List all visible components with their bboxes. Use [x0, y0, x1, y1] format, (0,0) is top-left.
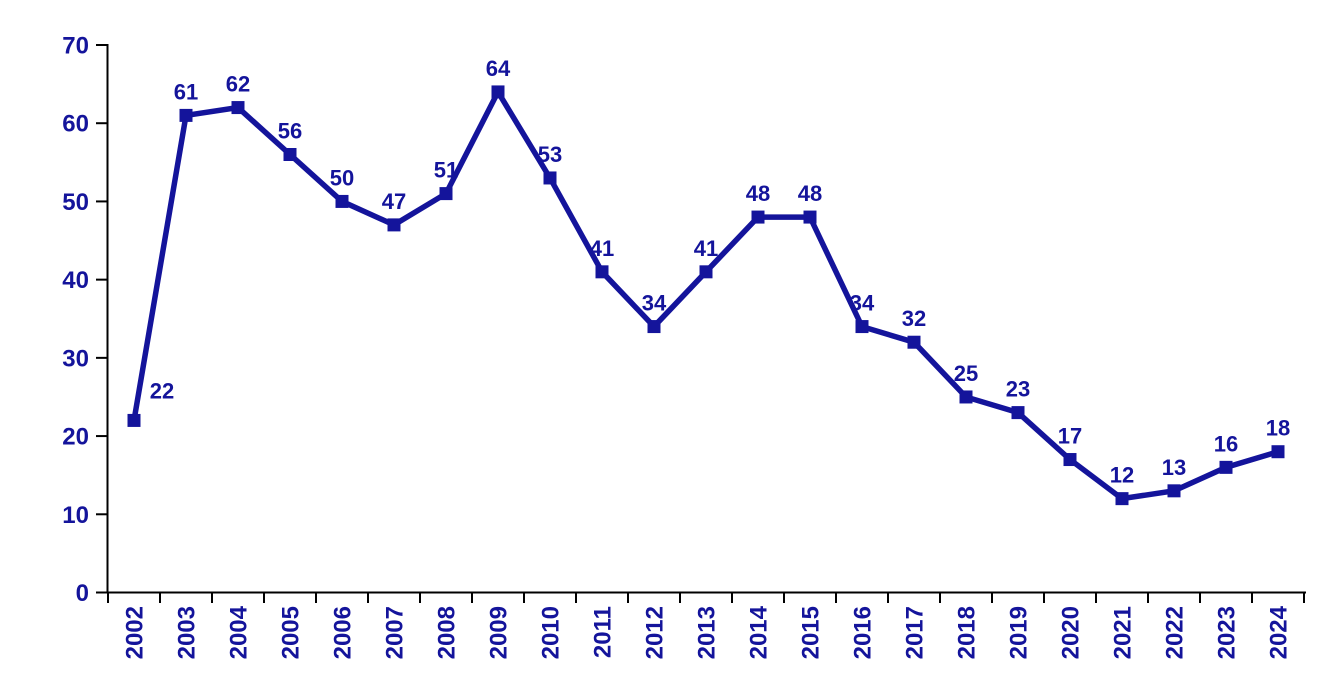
data-point-label-2022: 13: [1162, 455, 1186, 480]
data-point-label-2018: 25: [954, 361, 978, 386]
data-point-marker-2011: [595, 265, 609, 279]
x-axis-tick-label: 2010: [538, 606, 565, 659]
data-point-label-2012: 34: [642, 291, 667, 316]
data-point-marker-2008: [439, 187, 453, 201]
x-axis-tick-label: 2007: [382, 606, 409, 659]
x-axis-tick-label: 2005: [278, 606, 305, 659]
y-axis-tick-label: 60: [62, 111, 89, 138]
x-axis-tick-label: 2003: [174, 606, 201, 659]
x-axis-tick-label: 2023: [1214, 606, 1241, 659]
x-axis-tick-label: 2021: [1110, 606, 1137, 659]
x-axis-tick-label: 2024: [1266, 605, 1293, 659]
data-point-label-2003: 61: [174, 79, 198, 104]
data-point-marker-2002: [127, 413, 141, 427]
data-point-marker-2014: [751, 210, 765, 224]
data-point-marker-2012: [647, 320, 661, 334]
y-axis-tick-label: 40: [62, 267, 89, 294]
data-point-marker-2013: [699, 265, 713, 279]
x-axis-tick-label: 2020: [1058, 606, 1085, 659]
data-point-marker-2019: [1011, 406, 1025, 420]
data-point-label-2014: 48: [746, 181, 770, 206]
data-point-label-2016: 34: [850, 291, 875, 316]
data-point-label-2015: 48: [798, 181, 822, 206]
data-point-marker-2005: [283, 148, 297, 161]
y-axis-tick-label: 10: [62, 502, 89, 529]
data-point-marker-2010: [543, 171, 557, 185]
data-point-marker-2015: [803, 210, 817, 224]
data-point-label-2023: 16: [1214, 431, 1238, 456]
x-axis-tick-label: 2014: [746, 605, 773, 659]
x-axis-tick-label: 2002: [122, 606, 149, 659]
data-point-label-2005: 56: [278, 119, 302, 144]
x-axis-tick-label: 2022: [1162, 606, 1189, 659]
x-axis-tick-label: 2008: [434, 606, 461, 659]
y-axis-tick-label: 20: [62, 424, 89, 451]
data-point-marker-2018: [959, 390, 973, 404]
data-point-label-2004: 62: [226, 72, 250, 97]
data-point-label-2017: 32: [902, 306, 926, 331]
x-axis-tick-label: 2009: [486, 606, 513, 659]
x-axis-tick-label: 2012: [642, 606, 669, 659]
data-point-label-2011: 41: [590, 236, 614, 261]
x-axis-tick-label: 2013: [694, 606, 721, 659]
data-point-marker-2009: [491, 85, 505, 99]
data-point-label-2020: 17: [1058, 424, 1082, 449]
data-point-marker-2017: [907, 335, 921, 349]
x-axis-tick-label: 2019: [1006, 606, 1033, 659]
data-point-marker-2024: [1271, 445, 1285, 459]
data-point-label-2007: 47: [382, 189, 406, 214]
data-point-marker-2022: [1167, 484, 1181, 498]
x-axis-tick-label: 2015: [798, 606, 825, 659]
y-axis-tick-label: 70: [62, 33, 89, 60]
data-point-label-2021: 12: [1110, 463, 1134, 488]
data-point-label-2009: 64: [486, 56, 511, 81]
data-point-marker-2023: [1219, 460, 1233, 474]
data-point-marker-2003: [179, 108, 193, 122]
data-point-marker-2016: [855, 320, 869, 334]
x-axis-tick-label: 2017: [902, 606, 929, 659]
data-point-marker-2021: [1115, 492, 1129, 506]
data-point-label-2002: 22: [150, 378, 174, 403]
data-point-marker-2007: [387, 218, 401, 232]
data-point-label-2010: 53: [538, 142, 562, 167]
y-axis-tick-label: 30: [62, 345, 89, 372]
data-point-label-2013: 41: [694, 236, 718, 261]
x-axis-tick-label: 2016: [850, 606, 877, 659]
x-axis-tick-label: 2011: [590, 606, 617, 658]
y-axis-tick-label: 50: [62, 189, 89, 216]
x-axis-tick-label: 2004: [226, 605, 253, 659]
data-point-label-2008: 51: [434, 158, 458, 183]
data-point-marker-2006: [335, 194, 349, 208]
x-axis-tick-label: 2018: [954, 606, 981, 659]
data-point-marker-2004: [231, 101, 245, 115]
data-point-label-2024: 18: [1266, 416, 1290, 441]
y-axis-tick-label: 0: [76, 580, 89, 607]
data-point-label-2006: 50: [330, 165, 354, 190]
series-line: [131, 86, 1279, 502]
data-point-marker-2020: [1063, 453, 1077, 467]
x-axis-tick-label: 2006: [330, 606, 357, 659]
data-point-label-2019: 23: [1006, 377, 1030, 402]
